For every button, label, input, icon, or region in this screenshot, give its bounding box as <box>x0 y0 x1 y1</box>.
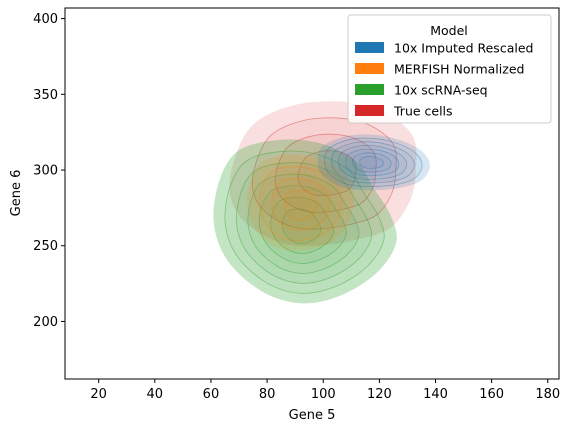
x-axis-ticks: 20 40 60 80 100 120 140 160 180 <box>90 379 560 402</box>
density-contour <box>259 166 342 241</box>
x-tick-label: 140 <box>423 387 448 402</box>
x-tick-label: 160 <box>479 387 504 402</box>
legend: Model 10x Imputed Rescaled MERFISH Normal… <box>347 14 552 124</box>
density-true-cells <box>229 101 417 246</box>
density-contour <box>274 133 377 213</box>
density-region <box>247 154 354 251</box>
density-contour <box>235 162 372 284</box>
legend-swatch <box>355 84 384 95</box>
density-contour <box>345 148 400 177</box>
x-tick-label: 180 <box>535 387 560 402</box>
density-layer <box>213 101 430 304</box>
density-region <box>213 139 397 304</box>
density-contour <box>352 152 392 173</box>
x-tick-label: 60 <box>203 387 220 402</box>
density-region <box>317 134 430 191</box>
legend-label: True cells <box>393 104 453 119</box>
legend-label: MERFISH Normalized <box>394 62 524 77</box>
legend-title: Model <box>430 23 468 38</box>
density-contour <box>338 145 408 180</box>
legend-label: 10x Imputed Rescaled <box>394 41 533 56</box>
density-contour <box>270 196 335 254</box>
plot-frame <box>64 7 560 380</box>
y-tick-label: 350 <box>33 88 58 103</box>
density-contour <box>258 185 347 264</box>
density-contour <box>281 208 322 245</box>
density-contour <box>359 156 384 169</box>
y-tick-label: 300 <box>33 164 58 179</box>
y-axis-label: Gene 6 <box>9 170 24 217</box>
density-contour <box>224 150 385 294</box>
x-tick-label: 100 <box>311 387 336 402</box>
y-tick-label: 400 <box>33 12 58 27</box>
density-contour <box>271 178 330 231</box>
legend-swatch <box>355 42 384 53</box>
density-10x-imputed-rescaled <box>317 134 430 191</box>
legend-label: 10x scRNA-seq <box>394 83 488 98</box>
density-contour <box>247 173 360 274</box>
density-region <box>229 101 417 246</box>
y-tick-label: 250 <box>33 239 58 254</box>
density-contour <box>324 137 423 188</box>
legend-box <box>347 14 552 124</box>
legend-swatch <box>355 63 384 74</box>
y-axis-ticks: 200 250 300 350 400 <box>33 12 65 330</box>
x-tick-label: 120 <box>367 387 392 402</box>
x-axis-label: Gene 5 <box>289 408 336 423</box>
density-merfish-normalized <box>247 154 354 251</box>
y-tick-label: 200 <box>33 315 58 330</box>
density-contour <box>297 150 357 197</box>
density-10x-scrna-seq <box>213 139 397 304</box>
density-contour <box>331 141 415 184</box>
x-tick-label: 20 <box>90 387 107 402</box>
x-tick-label: 40 <box>147 387 164 402</box>
density-contour <box>283 189 318 221</box>
legend-swatch <box>355 105 384 116</box>
x-tick-label: 80 <box>259 387 276 402</box>
